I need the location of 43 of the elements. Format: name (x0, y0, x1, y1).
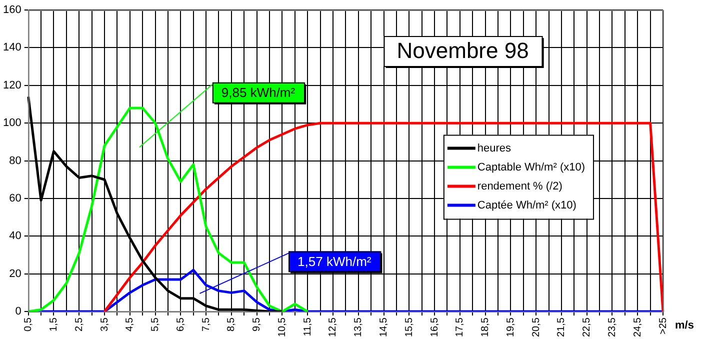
x-tick-label: 10,5 (276, 317, 288, 338)
x-axis-title: m/s (675, 320, 694, 332)
y-tick-label: 140 (2, 42, 22, 54)
x-tick-label: 6,5 (175, 317, 186, 332)
x-tick-label: 8,5 (226, 317, 238, 332)
y-tick-label: 40 (9, 230, 22, 242)
annotation: 1,57 kWh/m² (298, 254, 372, 269)
x-tick-label: 15,5 (404, 317, 415, 338)
x-tick-label: 20,5 (530, 317, 542, 338)
x-tick-label: 13,5 (353, 317, 364, 338)
x-tick-label: 23,5 (606, 317, 618, 338)
x-tick-label: 11,5 (302, 317, 314, 336)
x-tick-label: 4,5 (124, 317, 136, 332)
text: Novembre 98 (396, 38, 529, 64)
y-tick-label: 120 (2, 79, 22, 92)
legend-label: heures (477, 142, 512, 154)
x-tick-label: 19,5 (505, 317, 516, 338)
x-tick-label: 0,5 (23, 317, 34, 332)
x-tick-label: 22,5 (582, 317, 593, 338)
y-tick-label: 100 (2, 117, 22, 130)
legend-label: rendement % (/2) (477, 180, 562, 192)
x-tick-label: 16,5 (429, 317, 440, 338)
x-tick-label: 1,5 (48, 317, 60, 332)
x-tick-label: 14,5 (378, 317, 390, 338)
x-tick-label: 2,5 (74, 317, 85, 332)
y-tick-label: 20 (9, 268, 22, 280)
x-tick-label: 3,5 (99, 317, 110, 332)
x-tick-label: 18,5 (480, 317, 492, 338)
x-tick-label: 21,5 (556, 317, 568, 338)
legend-label: Captée Wh/m² (x10) (477, 199, 576, 212)
x-tick-label: >25 (658, 317, 669, 335)
y-tick-label: 60 (9, 192, 22, 204)
y-tick-label: 160 (2, 4, 22, 16)
x-tick-label: 5,5 (150, 317, 162, 332)
x-tick-label: 17,5 (454, 317, 466, 338)
x-tick-label: 24,5 (632, 317, 644, 338)
annotation: 9,85 kWh/m² (221, 84, 296, 100)
x-tick-label: 7,5 (200, 317, 212, 332)
y-tick-label: 0 (15, 306, 22, 318)
x-tick-label: 12,5 (328, 317, 339, 338)
y-tick-label: 80 (9, 154, 22, 167)
x-tick-label: 9,5 (252, 317, 263, 332)
legend-label: Captable Wh/m² (x10) (477, 161, 586, 174)
